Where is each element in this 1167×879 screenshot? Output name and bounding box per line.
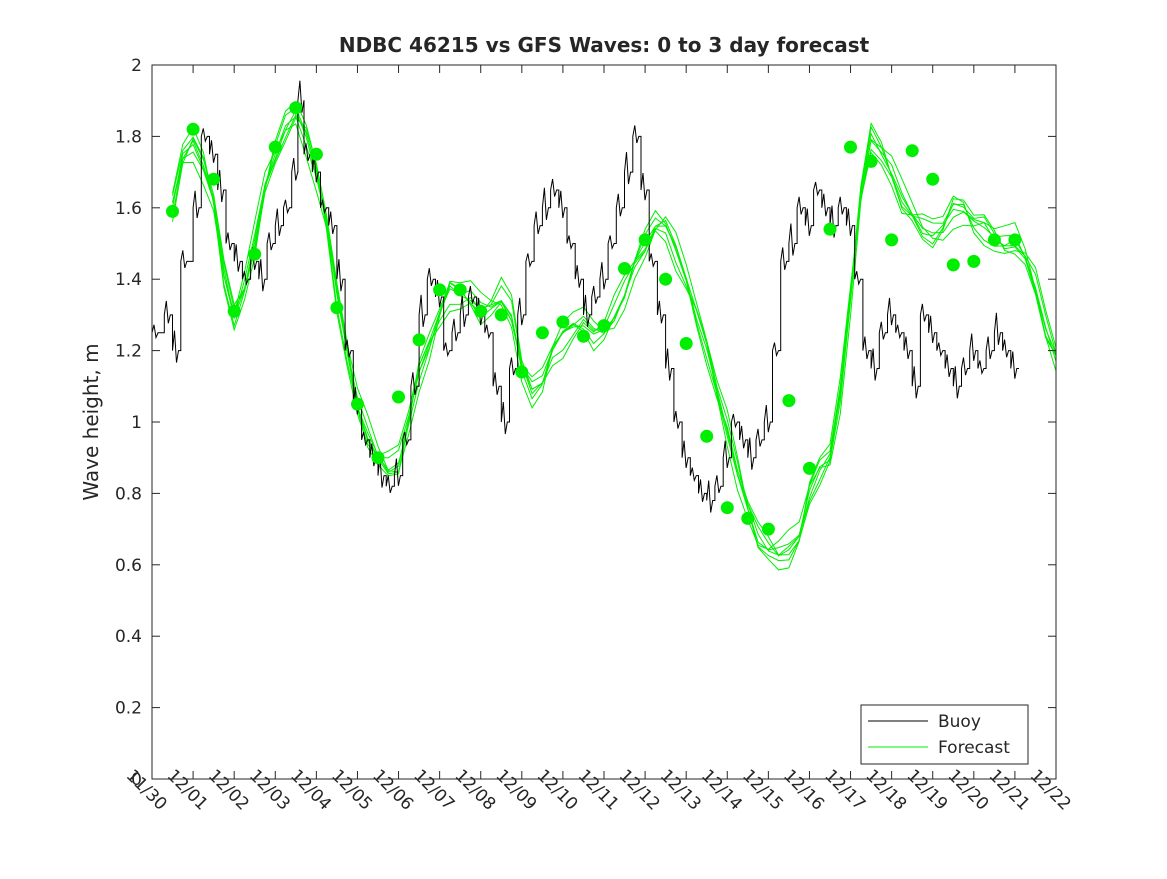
y-tick-label: 1.8 — [115, 127, 142, 147]
forecast-point — [905, 144, 919, 158]
y-tick-label: 0.2 — [115, 699, 142, 719]
forecast-point — [782, 394, 796, 408]
forecast-point — [638, 233, 652, 247]
forecast-line-6 — [172, 115, 1057, 551]
plot-background — [152, 65, 1056, 779]
forecast-lines-layer — [172, 100, 1057, 571]
forecast-point — [166, 204, 179, 218]
forecast-point — [392, 390, 405, 404]
forecast-point — [577, 329, 590, 343]
y-tick-label: 2 — [131, 56, 142, 76]
forecast-point — [248, 247, 262, 261]
forecast-point — [720, 501, 734, 515]
forecast-point — [453, 283, 467, 297]
forecast-point — [351, 397, 364, 411]
y-tick-label: 1.6 — [115, 199, 142, 219]
chart-title: NDBC 46215 vs GFS Waves: 0 to 3 day fore… — [339, 33, 870, 57]
y-axis: 0 0.2 0.4 0.6 0.8 1 1.2 1.4 1.6 1.8 2 — [115, 56, 1056, 790]
forecast-point — [289, 101, 303, 115]
buoy-line — [151, 80, 1019, 513]
legend: Buoy Forecast — [860, 704, 1029, 765]
forecast-point — [1008, 233, 1022, 247]
forecast-point — [659, 272, 673, 286]
forecast-point — [679, 337, 693, 350]
y-tick-label: 0 — [131, 770, 142, 790]
y-tick-label: 1.2 — [115, 342, 142, 362]
legend-label-buoy: Buoy — [938, 712, 981, 732]
forecast-point — [207, 172, 221, 186]
y-axis-label: Wave height, m — [79, 343, 103, 500]
forecast-point — [803, 461, 816, 475]
forecast-point — [535, 326, 549, 340]
forecast-point — [597, 319, 611, 333]
forecast-point — [987, 233, 1001, 247]
forecast-point — [494, 308, 508, 322]
y-tick-label: 1.4 — [115, 270, 142, 290]
legend-label-forecast: Forecast — [938, 738, 1010, 758]
forecast-point — [433, 283, 447, 297]
forecast-point — [618, 262, 631, 275]
forecast-line-3 — [172, 123, 1057, 550]
forecast-point — [515, 365, 529, 379]
forecast-points-layer — [166, 101, 1022, 536]
forecast-point — [823, 222, 837, 236]
forecast-point — [864, 154, 878, 168]
y-tick-label: 0.6 — [115, 556, 142, 576]
forecast-point — [946, 258, 960, 272]
y-tick-label: 0.8 — [115, 484, 142, 504]
forecast-line-5 — [172, 113, 1057, 557]
forecast-point — [967, 254, 981, 268]
forecast-point — [926, 172, 940, 186]
forecast-point — [741, 511, 755, 525]
forecast-point — [844, 140, 857, 154]
forecast-point — [371, 451, 385, 465]
forecast-point — [330, 301, 344, 315]
forecast-point — [885, 233, 899, 247]
legend-box — [860, 704, 1029, 765]
forecast-point — [227, 304, 241, 318]
buoy-layer — [151, 80, 1019, 513]
forecast-point — [761, 522, 775, 536]
forecast-point — [700, 429, 714, 443]
forecast-point — [268, 140, 282, 154]
forecast-point — [309, 147, 323, 161]
forecast-point — [556, 315, 570, 329]
forecast-point — [474, 304, 488, 318]
forecast-point — [412, 333, 426, 347]
y-tick-label: 0.4 — [115, 627, 142, 647]
forecast-point — [186, 122, 200, 136]
y-tick-label: 1 — [131, 413, 142, 433]
